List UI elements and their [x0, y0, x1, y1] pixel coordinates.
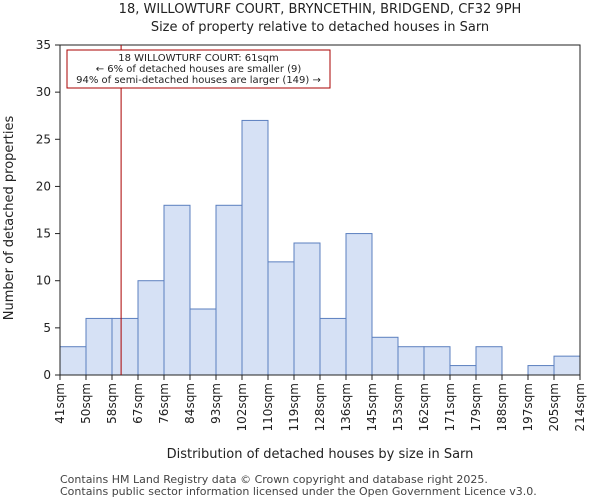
plot-area — [59, 44, 581, 376]
bar-128sqm — [319, 317, 347, 376]
bar-119sqm — [293, 242, 321, 376]
chart-title-line1: 18, WILLOWTURF COURT, BRYNCETHIN, BRIDGE… — [119, 2, 522, 17]
bar-110sqm — [267, 261, 295, 376]
bar-50sqm — [85, 317, 113, 376]
y-tick-label: 35 — [36, 38, 51, 52]
y-tick-label: 20 — [36, 179, 51, 193]
x-tick-label: 153sqm — [391, 383, 405, 431]
x-tick-label: 110sqm — [261, 383, 275, 431]
x-tick-label: 197sqm — [521, 383, 535, 431]
footer-copyright: Contains HM Land Registry data © Crown c… — [60, 473, 488, 486]
x-tick-label: 58sqm — [105, 383, 119, 424]
annotation-line1: 18 WILLOWTURF COURT: 61sqm — [118, 53, 279, 64]
x-tick-label: 136sqm — [339, 383, 353, 431]
histogram-chart: 18, WILLOWTURF COURT, BRYNCETHIN, BRIDGE… — [2, 2, 587, 462]
x-tick-label: 93sqm — [209, 383, 223, 424]
y-tick-label: 5 — [43, 321, 51, 335]
x-tick-label: 179sqm — [469, 383, 483, 431]
bar-67sqm — [137, 280, 165, 376]
bar-153sqm — [397, 346, 425, 376]
chart-title-line2: Size of property relative to detached ho… — [151, 20, 489, 35]
y-axis-label: Number of detached properties — [2, 116, 17, 321]
x-tick-label: 128sqm — [313, 383, 327, 431]
x-tick-label: 162sqm — [417, 383, 431, 431]
x-tick-label: 84sqm — [183, 383, 197, 424]
x-tick-label: 145sqm — [365, 383, 379, 431]
bar-136sqm — [345, 233, 373, 376]
x-tick-label: 102sqm — [235, 383, 249, 431]
y-tick-label: 0 — [43, 368, 51, 382]
bar-171sqm — [449, 365, 477, 376]
x-tick-label: 214sqm — [573, 383, 587, 431]
x-tick-label: 67sqm — [131, 383, 145, 424]
bar-197sqm — [527, 365, 555, 376]
annotation-box: 18 WILLOWTURF COURT: 61sqm ← 6% of detac… — [66, 49, 331, 89]
bar-145sqm — [371, 336, 399, 376]
x-axis-label: Distribution of detached houses by size … — [167, 447, 474, 462]
bar-102sqm — [241, 119, 269, 376]
x-tick-label: 205sqm — [547, 383, 561, 431]
y-tick-label: 25 — [36, 132, 51, 146]
bar-179sqm — [475, 346, 503, 376]
y-tick-label: 10 — [36, 274, 51, 288]
annotation-line3: 94% of semi-detached houses are larger (… — [76, 75, 321, 86]
bar-205sqm — [553, 355, 581, 376]
x-tick-label: 188sqm — [495, 383, 509, 431]
y-tick-label: 30 — [36, 85, 51, 99]
bar-84sqm — [189, 308, 217, 376]
bar-41sqm — [59, 346, 87, 376]
y-tick-label: 15 — [36, 227, 51, 241]
x-tick-label: 76sqm — [157, 383, 171, 424]
bar-76sqm — [163, 204, 191, 376]
x-tick-label: 41sqm — [53, 383, 67, 424]
footer-licence: Contains public sector information licen… — [60, 485, 537, 498]
annotation-line2: ← 6% of detached houses are smaller (9) — [96, 64, 302, 75]
bar-93sqm — [215, 204, 243, 376]
bar-58sqm — [111, 317, 139, 376]
bar-162sqm — [423, 346, 451, 376]
x-tick-label: 171sqm — [443, 383, 457, 431]
x-tick-label: 119sqm — [287, 383, 301, 431]
x-tick-label: 50sqm — [79, 383, 93, 424]
